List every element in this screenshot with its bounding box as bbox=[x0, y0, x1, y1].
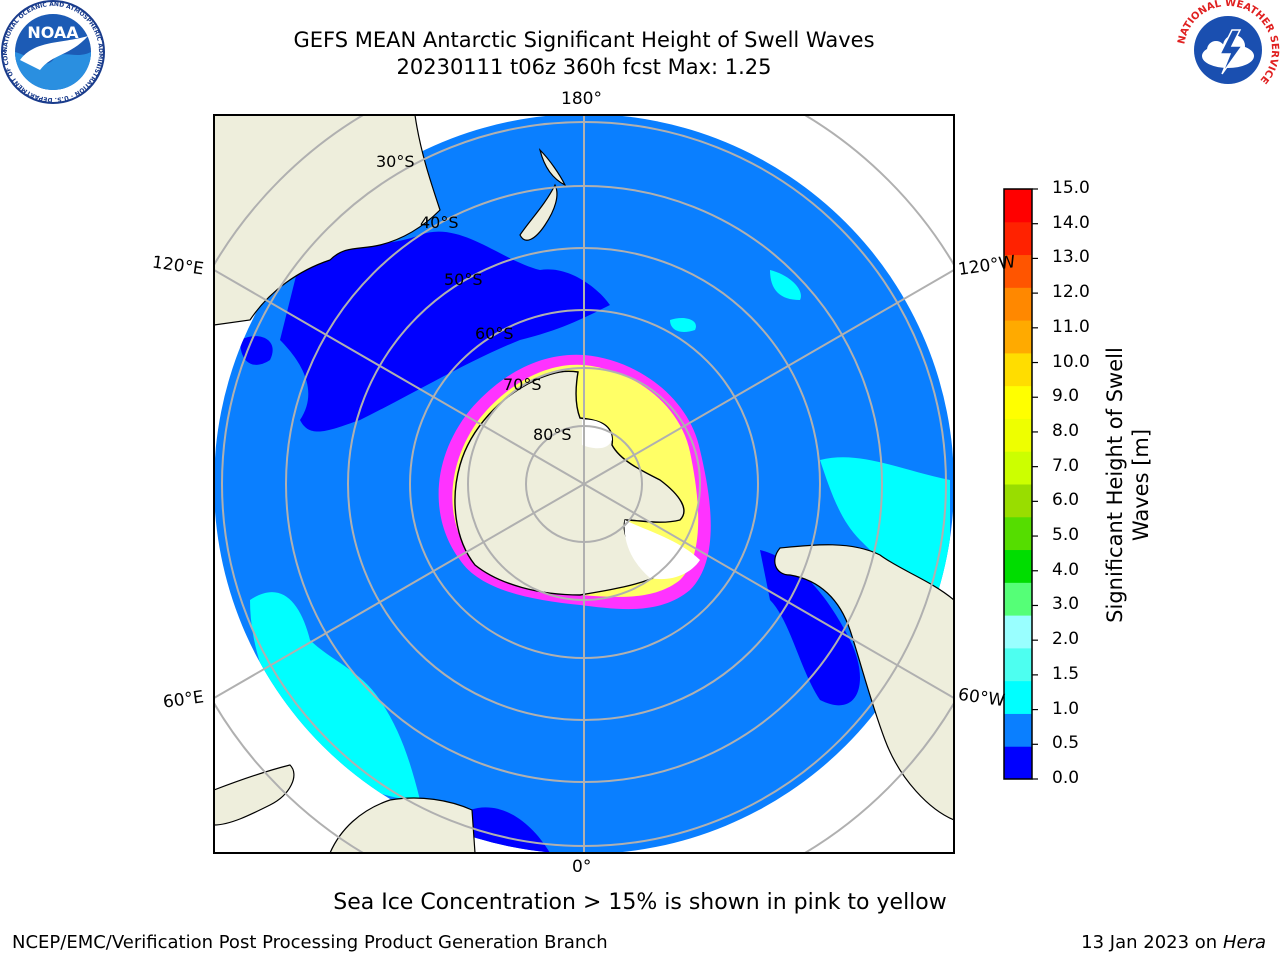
colorbar bbox=[1003, 188, 1038, 780]
lat-label-40s: 40°S bbox=[420, 213, 459, 232]
colorbar-tick-label: 0.5 bbox=[1052, 733, 1080, 754]
lat-label-30s: 30°S bbox=[376, 152, 415, 171]
low-swell-region-atlantic bbox=[760, 550, 860, 706]
colorbar-tick-label: 1.5 bbox=[1052, 663, 1080, 684]
colorbar-tick-label: 12.0 bbox=[1052, 282, 1090, 303]
map-subtitle: 20230111 t06z 360h fcst Max: 1.25 bbox=[396, 55, 772, 79]
colorbar-segment bbox=[1004, 352, 1032, 387]
low-swell-region-west bbox=[240, 336, 273, 365]
footer-branch: NCEP/EMC/Verification Post Processing Pr… bbox=[12, 932, 608, 953]
land-new-zealand-south bbox=[519, 183, 558, 241]
colorbar-segment bbox=[1004, 713, 1032, 747]
colorbar-title: Significant Height of Swell Waves [m] bbox=[1103, 347, 1153, 623]
ice-shelf-weddell bbox=[624, 520, 700, 580]
colorbar-segment bbox=[1004, 320, 1032, 354]
map-title: GEFS MEAN Antarctic Significant Height o… bbox=[293, 28, 875, 52]
colorbar-tick-label: 10.0 bbox=[1052, 351, 1090, 372]
colorbar-tick-label: 6.0 bbox=[1052, 490, 1080, 511]
low-swell-region-pacific bbox=[280, 231, 610, 432]
colorbar-tick-label: 0.0 bbox=[1052, 768, 1080, 788]
colorbar-tick-label: 1.0 bbox=[1052, 698, 1080, 719]
colorbar-tick-label: 9.0 bbox=[1052, 386, 1080, 407]
high-swell-region-indian bbox=[250, 592, 420, 800]
colorbar-segment bbox=[1004, 582, 1032, 616]
nws-logo: NATIONAL WEATHER SERVICE bbox=[1176, 0, 1280, 99]
high-swell-region-north bbox=[670, 270, 801, 332]
high-swell-region-east bbox=[820, 457, 950, 600]
colorbar-segment bbox=[1004, 189, 1032, 223]
colorbar-tick-label: 8.0 bbox=[1052, 420, 1080, 441]
lat-label-50s: 50°S bbox=[444, 270, 483, 289]
colorbar-segment bbox=[1004, 516, 1032, 551]
colorbar-segment bbox=[1004, 418, 1032, 452]
noaa-text: NOAA bbox=[27, 23, 79, 42]
land-australia bbox=[214, 115, 441, 326]
colorbar-segment bbox=[1004, 680, 1032, 714]
lat-label-60s: 60°S bbox=[475, 324, 514, 343]
colorbar-segment bbox=[1004, 451, 1032, 485]
colorbar-segment bbox=[1004, 221, 1032, 256]
colorbar-tick-label: 11.0 bbox=[1052, 316, 1090, 337]
colorbar-tick-label: 2.0 bbox=[1052, 629, 1080, 650]
land-south-america bbox=[774, 544, 954, 821]
footer-date-text: 13 Jan 2023 on bbox=[1081, 932, 1223, 953]
footer-date: 13 Jan 2023 on Hera bbox=[1081, 932, 1266, 953]
colorbar-tick-label: 15.0 bbox=[1052, 178, 1090, 198]
land-madagascar bbox=[214, 764, 295, 826]
colorbar-tick-label: 7.0 bbox=[1052, 455, 1080, 476]
lat-label-80s: 80°S bbox=[533, 425, 572, 444]
colorbar-segment bbox=[1004, 746, 1032, 780]
land-new-zealand-north bbox=[538, 148, 567, 187]
footer-machine: Hera bbox=[1222, 932, 1266, 953]
colorbar-tick-label: 4.0 bbox=[1052, 559, 1080, 580]
colorbar-tick-label: 5.0 bbox=[1052, 525, 1080, 546]
graticule bbox=[214, 115, 954, 853]
colorbar-segment bbox=[1004, 484, 1032, 518]
map-frame bbox=[213, 114, 955, 854]
colorbar-tick-label: 3.0 bbox=[1052, 594, 1080, 615]
colorbar-segment bbox=[1004, 287, 1032, 321]
colorbar-segment bbox=[1004, 615, 1032, 649]
lon-label-180: 180° bbox=[561, 89, 602, 109]
colorbar-frame bbox=[1003, 188, 1033, 780]
colorbar-segment bbox=[1004, 254, 1032, 288]
sea-ice-note: Sea Ice Concentration > 15% is shown in … bbox=[333, 890, 947, 915]
noaa-logo: NATIONAL OCEANIC AND ATMOSPHERIC ADMINIS… bbox=[0, 0, 105, 104]
lat-label-70s: 70°S bbox=[503, 375, 542, 394]
colorbar-segment bbox=[1004, 385, 1032, 419]
colorbar-tick-label: 13.0 bbox=[1052, 247, 1090, 268]
lon-label-0: 0° bbox=[572, 857, 592, 877]
land-africa bbox=[329, 797, 476, 853]
colorbar-segment bbox=[1004, 549, 1032, 583]
colorbar-tick-label: 14.0 bbox=[1052, 212, 1090, 233]
colorbar-segment bbox=[1004, 647, 1032, 682]
